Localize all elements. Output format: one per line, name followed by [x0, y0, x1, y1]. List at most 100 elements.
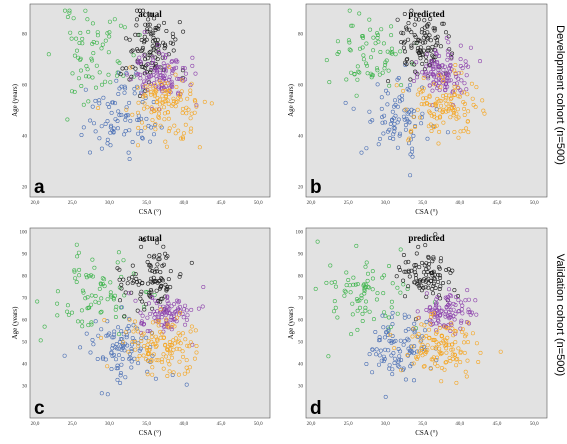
- data-point: [412, 62, 417, 67]
- data-point: [355, 298, 360, 303]
- data-point: [444, 346, 449, 351]
- data-point: [167, 369, 172, 374]
- data-point: [421, 344, 426, 349]
- data-point: [438, 115, 443, 120]
- data-point: [452, 130, 457, 135]
- data-point: [409, 130, 414, 135]
- data-point: [152, 37, 157, 42]
- data-point: [391, 351, 396, 356]
- data-point: [394, 83, 399, 88]
- data-point: [473, 104, 478, 109]
- data-point: [88, 150, 93, 155]
- data-point: [452, 288, 457, 293]
- data-point: [105, 297, 110, 302]
- x-tick-label: 35,0: [142, 201, 151, 206]
- data-point: [193, 71, 198, 76]
- x-axis-title: CSA (°): [139, 208, 162, 216]
- data-point: [402, 315, 407, 320]
- data-point: [145, 56, 150, 61]
- data-point: [461, 90, 466, 95]
- data-point: [466, 320, 471, 325]
- data-point: [445, 73, 450, 78]
- data-point: [164, 52, 169, 57]
- data-point: [444, 35, 449, 40]
- data-point: [431, 256, 436, 261]
- data-point: [147, 50, 152, 55]
- data-point: [359, 150, 364, 155]
- data-point: [431, 80, 436, 85]
- data-point: [369, 75, 374, 80]
- data-point: [153, 82, 158, 87]
- data-point: [411, 326, 416, 331]
- data-point: [97, 136, 102, 141]
- data-point: [158, 123, 163, 128]
- data-point: [168, 317, 173, 322]
- data-point: [425, 343, 430, 348]
- data-point: [459, 78, 464, 83]
- data-point: [148, 32, 153, 37]
- data-point: [402, 294, 407, 299]
- data-point: [421, 348, 426, 353]
- data-point: [162, 117, 167, 122]
- data-point: [412, 321, 417, 326]
- data-point: [147, 301, 152, 306]
- data-point: [119, 112, 124, 117]
- data-point: [378, 337, 383, 342]
- data-point: [433, 50, 438, 55]
- data-point: [172, 324, 177, 329]
- data-point: [116, 109, 121, 114]
- data-point: [389, 46, 394, 51]
- data-point: [396, 265, 401, 270]
- data-point: [416, 283, 421, 288]
- data-point: [177, 347, 182, 352]
- data-point: [138, 292, 143, 297]
- data-point: [135, 17, 140, 22]
- data-point: [95, 30, 100, 35]
- data-point: [178, 308, 183, 313]
- data-point: [455, 356, 460, 361]
- data-point: [458, 326, 463, 331]
- data-point: [103, 38, 108, 43]
- data-point: [431, 112, 436, 117]
- data-point: [405, 56, 410, 61]
- data-point: [171, 96, 176, 101]
- data-point: [422, 31, 427, 36]
- data-point: [382, 66, 387, 71]
- data-point: [420, 353, 425, 358]
- y-tick-label: 80: [298, 32, 304, 37]
- data-point: [188, 116, 193, 121]
- plot-area: [29, 227, 271, 419]
- data-point: [343, 100, 348, 105]
- data-point: [430, 53, 435, 58]
- x-axis-title: CSA (°): [415, 429, 438, 437]
- data-point: [377, 353, 382, 358]
- data-point: [155, 42, 160, 47]
- data-point: [414, 334, 419, 339]
- data-point: [184, 382, 189, 387]
- data-point: [470, 96, 475, 101]
- data-point: [127, 77, 132, 82]
- data-point: [112, 17, 117, 22]
- data-point: [402, 312, 407, 317]
- data-point: [415, 309, 420, 314]
- data-point: [163, 251, 168, 256]
- data-point: [155, 337, 160, 342]
- data-point: [75, 48, 80, 53]
- data-point: [463, 59, 468, 64]
- data-point: [433, 232, 438, 237]
- data-point: [100, 276, 105, 281]
- data-point: [176, 128, 181, 133]
- data-point: [438, 44, 443, 49]
- data-point: [116, 325, 121, 330]
- data-point: [349, 332, 354, 337]
- data-point: [324, 280, 329, 285]
- data-point: [449, 52, 454, 57]
- panel-title: actual: [138, 233, 162, 243]
- data-point: [89, 293, 94, 298]
- data-point: [178, 272, 183, 277]
- data-point: [159, 315, 164, 320]
- data-point: [393, 113, 398, 118]
- data-point: [142, 79, 147, 84]
- data-point: [85, 67, 90, 72]
- data-point: [460, 327, 465, 332]
